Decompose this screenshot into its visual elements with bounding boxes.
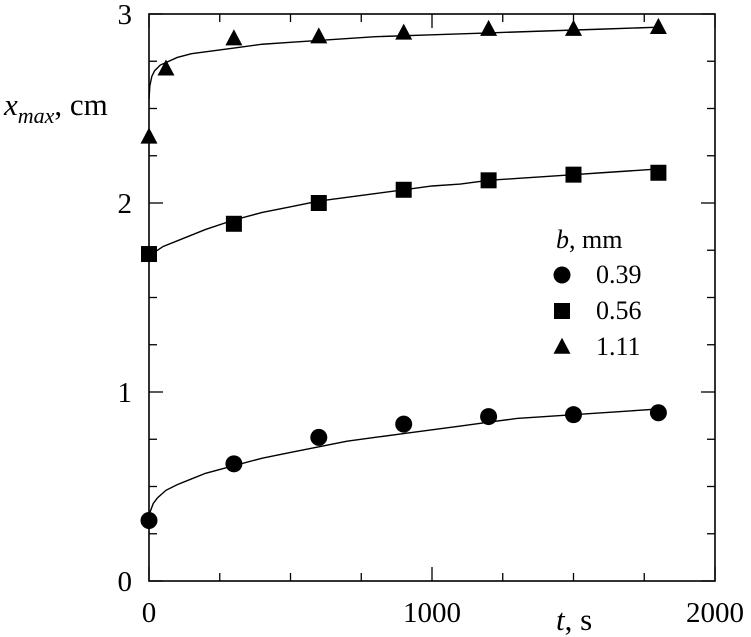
y-axis-unit: , cm	[54, 87, 107, 122]
data-point-circle	[565, 406, 582, 424]
y-tick-label: 3	[118, 0, 133, 31]
y-axis-title: xmax, cm	[3, 87, 108, 128]
x-axis-unit: , s	[565, 602, 593, 637]
legend-marker-triangle	[553, 337, 571, 354]
x-tick-label: 1000	[403, 597, 461, 629]
data-point-triangle	[395, 23, 413, 40]
x-tick-label: 2000	[686, 597, 744, 629]
data-point-triangle	[565, 19, 582, 36]
data-point-circle	[649, 404, 667, 422]
legend-title: b, mm	[556, 225, 622, 254]
legend-label: 0.56	[596, 296, 642, 325]
fit-line-0-39	[148, 408, 659, 517]
data-point-square	[225, 215, 242, 232]
legend-marker-square	[554, 303, 570, 319]
y-axis-subscript: max	[18, 103, 55, 128]
legend-title-symbol: b	[556, 225, 569, 254]
data-point-circle	[480, 408, 498, 426]
fit-lines	[148, 26, 659, 517]
plot-frame	[148, 13, 716, 582]
y-axis-symbol: x	[3, 87, 18, 122]
x-axis-symbol: t	[556, 602, 566, 637]
legend-label: 0.39	[596, 260, 642, 289]
data-point-circle	[395, 415, 413, 433]
legend: 0.39 0.56 1.11	[553, 260, 642, 361]
legend-label: 1.11	[596, 332, 641, 361]
data-point-circle	[225, 455, 243, 473]
legend-marker-circle	[553, 266, 571, 284]
x-tick-label: 0	[142, 597, 157, 629]
data-point-triangle	[310, 27, 328, 44]
data-point-square	[480, 172, 497, 189]
legend-title-unit: , mm	[569, 225, 622, 254]
data-markers	[140, 17, 667, 530]
tick-labels: 0 1000 2000 0 1 2 3	[118, 0, 745, 629]
data-point-square	[310, 195, 327, 211]
data-point-triangle	[649, 17, 667, 34]
data-point-circle	[310, 428, 328, 446]
data-point-square	[395, 181, 412, 198]
y-tick-label: 2	[118, 188, 133, 220]
data-point-triangle	[225, 29, 243, 46]
y-tick-label: 0	[118, 566, 133, 598]
y-tick-label: 1	[118, 377, 133, 409]
data-point-triangle	[480, 19, 498, 36]
data-point-square	[565, 166, 582, 183]
data-point-square	[650, 164, 667, 181]
data-point-triangle	[157, 59, 175, 76]
x-axis-title: t, s	[556, 602, 592, 637]
